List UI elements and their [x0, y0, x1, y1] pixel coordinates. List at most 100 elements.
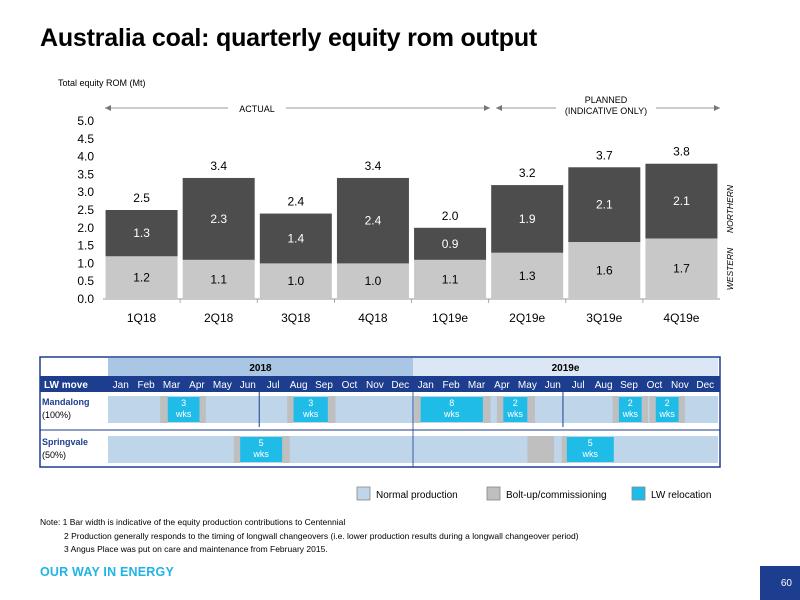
- planned-arrow-left-head: [496, 105, 502, 111]
- data-label-northern: 2.1: [673, 194, 690, 208]
- month-label: Nov: [366, 380, 384, 391]
- bar-northern: [182, 177, 255, 260]
- boltup-segment: [482, 396, 491, 423]
- planned-label-bg: [556, 92, 656, 118]
- x-tick-label: 4Q18: [358, 311, 388, 325]
- lw-relocation-segment: [167, 397, 200, 422]
- boltup-segment: [612, 396, 619, 423]
- boltup-segment: [233, 436, 241, 463]
- relocation-weeks-number: 5: [259, 438, 264, 448]
- page-title: Australia coal: quarterly equity rom out…: [40, 24, 538, 52]
- data-label-total: 2.0: [442, 209, 459, 223]
- boltup-segment: [641, 396, 649, 423]
- data-label-western: 1.2: [133, 271, 150, 285]
- lw-relocation-segment: [566, 437, 614, 462]
- boltup-segment: [649, 396, 656, 423]
- legend-label: Normal production: [376, 490, 458, 501]
- month-label: Nov: [671, 380, 689, 391]
- month-label: Jan: [418, 380, 434, 391]
- data-label-northern: 2.1: [596, 198, 613, 212]
- actual-arrow-right-head: [484, 105, 490, 111]
- year-band-2018: [108, 358, 413, 376]
- actual-arrow-left-head: [105, 105, 111, 111]
- planned-label-line2: (INDICATIVE ONLY): [565, 106, 647, 116]
- lw-relocation-segment: [655, 397, 679, 422]
- data-label-western: 1.1: [442, 272, 459, 286]
- relocation-weeks-number: 2: [628, 398, 633, 408]
- x-tick-label: 2Q19e: [509, 311, 545, 325]
- data-label-total: 3.8: [673, 145, 690, 159]
- row-share: (100%): [42, 410, 71, 420]
- relocation-weeks-number: 5: [588, 438, 593, 448]
- boltup-segment: [527, 436, 555, 463]
- data-label-western: 1.0: [365, 274, 382, 288]
- y-tick-label: 4.5: [77, 132, 94, 146]
- bar-northern: [259, 213, 332, 264]
- month-label: May: [213, 380, 232, 391]
- relocation-weeks-number: 8: [449, 398, 454, 408]
- relocation-weeks-number: 2: [665, 398, 670, 408]
- x-tick-label: 2Q18: [204, 311, 234, 325]
- data-label-northern: 2.4: [365, 214, 382, 228]
- bar-northern: [336, 177, 409, 264]
- lw-relocation-segment: [503, 397, 528, 422]
- relocation-weeks-unit: wks: [175, 409, 192, 419]
- y-tick-label: 2.0: [77, 221, 94, 235]
- boltup-segment: [496, 396, 504, 423]
- bar-northern: [491, 185, 564, 253]
- y-tick-label: 4.0: [77, 150, 94, 164]
- bar-western: [182, 259, 255, 299]
- note-1: Note: 1 Bar width is indicative of the e…: [40, 517, 346, 527]
- month-label: Oct: [342, 380, 358, 391]
- x-tick-label: 3Q19e: [586, 311, 622, 325]
- relocation-weeks-unit: wks: [252, 449, 269, 459]
- lw-relocation-segment: [293, 397, 328, 422]
- data-label-northern: 0.9: [442, 237, 459, 251]
- planned-arrow-right-head: [714, 105, 720, 111]
- western-legend-label: WESTERN: [725, 247, 735, 290]
- year-label-2019: 2019e: [552, 363, 580, 374]
- actual-label-bg: [228, 100, 286, 116]
- note-2: 2 Production generally responds to the t…: [64, 530, 579, 541]
- month-label: May: [518, 380, 537, 391]
- lw-relocation-segment: [618, 397, 642, 422]
- x-tick-label: 3Q18: [281, 311, 311, 325]
- relocation-weeks-unit: wks: [507, 409, 524, 419]
- boltup-segment: [414, 396, 421, 423]
- year-label-2018: 2018: [249, 363, 272, 374]
- y-tick-label: 3.5: [77, 167, 94, 181]
- y-tick-label: 0.5: [77, 274, 94, 288]
- legend-swatch: [631, 486, 646, 501]
- y-tick-label: 0.0: [77, 292, 94, 306]
- relocation-weeks-unit: wks: [582, 449, 599, 459]
- lw-relocation-segment: [420, 397, 483, 422]
- boltup-segment: [527, 396, 535, 423]
- relocation-weeks-unit: wks: [443, 409, 460, 419]
- data-label-total: 3.2: [519, 166, 536, 180]
- chart-annotations: ACTUAL PLANNED (INDICATIVE ONLY) NORTHER…: [105, 92, 735, 290]
- legend-label: Bolt-up/commissioning: [506, 490, 607, 501]
- data-label-western: 1.7: [673, 262, 690, 276]
- month-label: Jun: [240, 380, 256, 391]
- longwall-schedule: 2018 2019e LW move Jan Feb Mar Apr May Jun Jul Aug…: [39, 356, 721, 468]
- data-label-western: 1.3: [519, 269, 536, 283]
- bar-western: [568, 242, 641, 299]
- boltup-segment: [287, 396, 294, 423]
- page-number: 60: [780, 578, 792, 589]
- month-label: Sep: [315, 380, 333, 391]
- y-axis-label: Total equity ROM (Mt): [58, 78, 146, 88]
- data-label-western: 1.1: [210, 272, 227, 286]
- month-header-bar: [40, 376, 720, 392]
- x-tick-label: 1Q18: [127, 311, 157, 325]
- schedule-legend: Normal production Bolt-up/commissioning LW…: [356, 486, 711, 501]
- y-tick-label: 2.5: [77, 203, 94, 217]
- data-label-northern: 1.4: [287, 231, 304, 245]
- data-label-total: 3.4: [210, 159, 227, 173]
- data-label-northern: 1.3: [133, 226, 150, 240]
- data-label-northern: 1.9: [519, 212, 536, 226]
- x-tick-label: 4Q19e: [663, 311, 699, 325]
- month-label: Jun: [545, 380, 561, 391]
- data-label-total: 2.4: [287, 195, 304, 209]
- bar-western: [645, 238, 718, 299]
